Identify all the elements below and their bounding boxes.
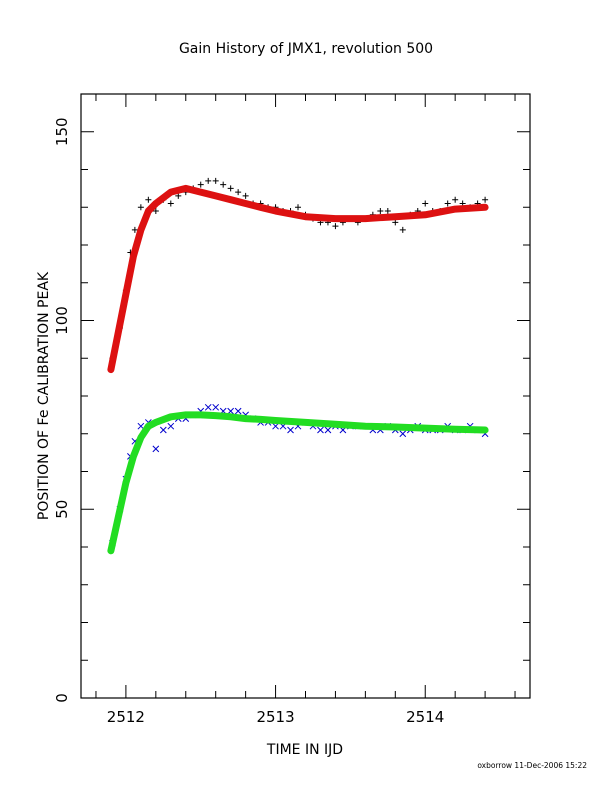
data-point [272,422,279,430]
data-point [205,177,212,184]
x-axis-label: TIME IN IJD [266,742,343,758]
x-tick-label: 2513 [256,708,294,726]
x-axis-ticks: 2512 2513 2514 [95,94,516,726]
data-point [482,196,489,203]
data-point [145,196,152,203]
data-point [234,407,242,415]
data-point [227,407,235,415]
data-point [295,204,302,211]
data-point [175,192,182,199]
y-tick-label: 100 [53,306,71,335]
data-point [152,208,159,215]
data-point [197,181,204,188]
data-point [242,192,249,199]
data-point [167,200,174,207]
plot-frame [80,93,531,699]
data-point [204,403,212,411]
data-point [324,426,332,434]
data-point [220,181,227,188]
series-2 [107,184,489,374]
data-point [167,422,175,430]
footer-stamp: oxborrow 11-Dec-2006 15:22 [477,761,587,770]
y-axis-ticks: 0 50 100 150 [53,93,530,703]
y-axis-label: POSITION OF Fe CALIBRATION PEAK [36,271,52,520]
y-tick-label: 150 [53,117,71,146]
y-tick-label: 50 [53,500,71,519]
x-tick-label: 2514 [406,708,444,726]
fit-curve [107,411,489,555]
series-0 [109,177,489,362]
data-point [384,208,391,215]
data-point [227,185,234,192]
data-point [212,177,219,184]
fit-curve [107,184,489,374]
data-point [399,430,407,438]
data-point [332,223,339,230]
data-series [107,177,489,555]
data-point [422,200,429,207]
data-point [392,219,399,226]
x-tick-label: 2512 [107,708,145,726]
data-point [212,403,220,411]
data-point [137,204,144,211]
data-point [137,422,145,430]
data-point [444,200,451,207]
y-tick-label: 0 [53,693,71,703]
series-3 [107,411,489,555]
data-point [159,426,167,434]
chart-title: Gain History of JMX1, revolution 500 [179,41,433,57]
data-point [452,196,459,203]
data-point [152,445,160,453]
data-point [131,226,138,233]
data-point [287,426,294,434]
data-point [235,189,242,196]
data-point [317,426,324,434]
data-point [399,226,406,233]
data-point [377,208,384,215]
